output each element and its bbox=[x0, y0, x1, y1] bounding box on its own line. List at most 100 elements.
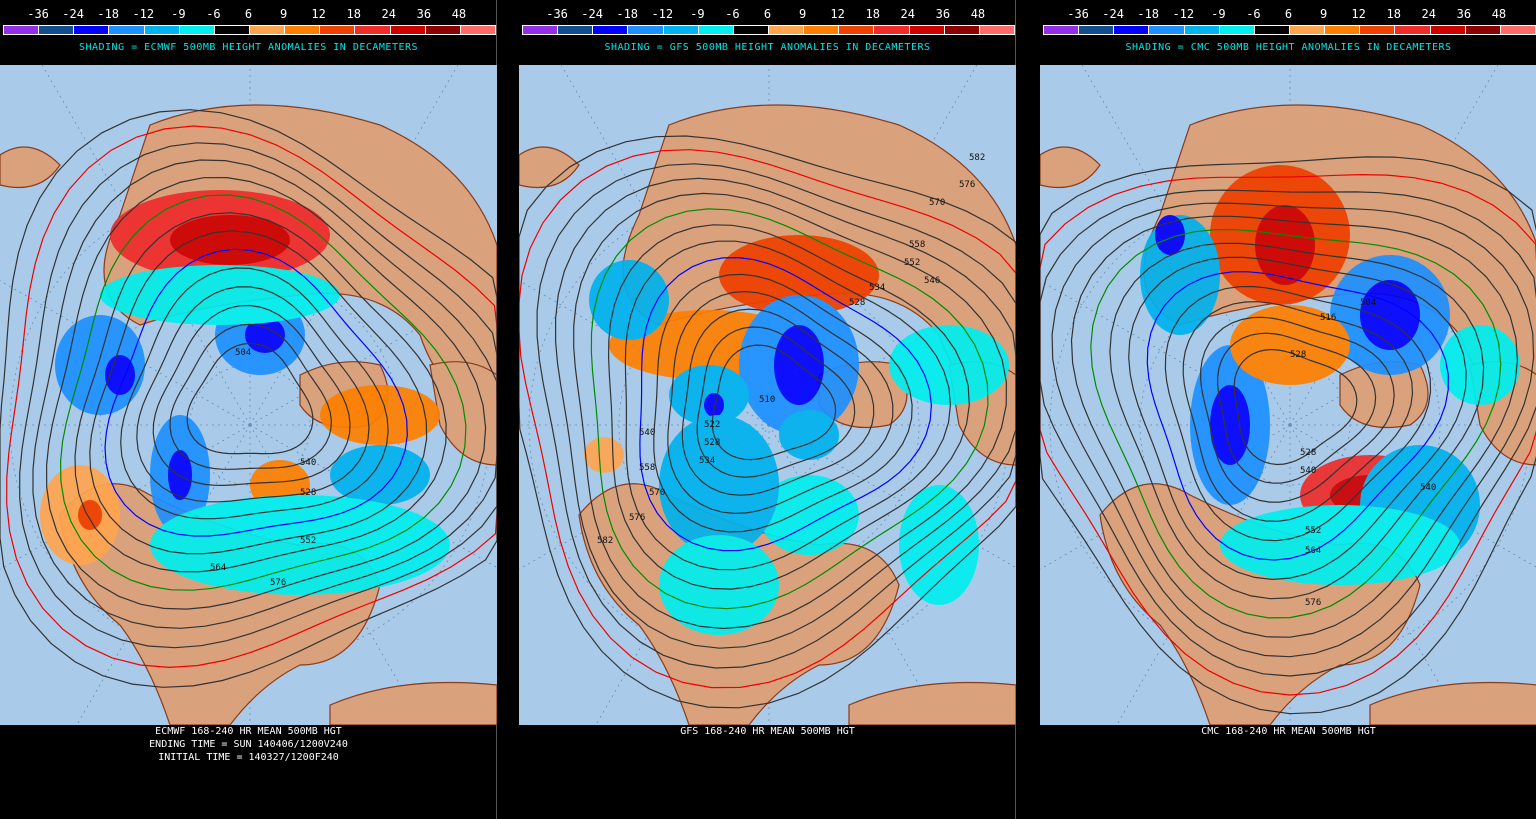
height-contours bbox=[519, 135, 1016, 709]
colorbar-tick: 48 bbox=[970, 7, 986, 21]
caption-line: ECMWF 168-240 HR MEAN 500MB HGT bbox=[155, 726, 342, 737]
height-contours bbox=[1040, 156, 1536, 715]
colorbar-swatch bbox=[179, 26, 215, 34]
colorbar-tick: -6 bbox=[725, 7, 740, 21]
colorbar-swatch bbox=[698, 26, 734, 34]
colorbar-swatch bbox=[144, 26, 180, 34]
shading-title: SHADING = GFS 500MB HEIGHT ANOMALIES IN … bbox=[604, 42, 931, 53]
colorbar-swatch bbox=[768, 26, 805, 34]
colorbar-swatch bbox=[390, 26, 426, 34]
colorbar-swatch bbox=[663, 26, 699, 34]
colorbar-tick: -18 bbox=[616, 7, 639, 21]
colorbar-tick: -12 bbox=[132, 7, 155, 21]
colorbar-tick: -24 bbox=[581, 7, 603, 21]
colorbar-swatch bbox=[4, 26, 40, 34]
contour-label: 558 bbox=[909, 240, 925, 250]
colorbar-tick: 6 bbox=[244, 7, 253, 21]
contour-label: 570 bbox=[929, 198, 945, 208]
colorbar-tick: -24 bbox=[62, 7, 84, 21]
contour-label: 582 bbox=[597, 536, 613, 546]
colorbar-swatch bbox=[1325, 26, 1361, 34]
colorbar-swatch bbox=[1254, 26, 1290, 34]
shading-title: SHADING = CMC 500MB HEIGHT ANOMALIES IN … bbox=[1125, 42, 1452, 53]
map-canvas: 504 540 552 564 576 528 bbox=[0, 65, 497, 725]
colorbar-swatch bbox=[1184, 26, 1220, 34]
colorbar-swatch bbox=[1395, 26, 1431, 34]
colorbar-tick: 18 bbox=[346, 7, 361, 21]
colorbar-swatch bbox=[355, 26, 391, 34]
colorbar-swatch bbox=[593, 26, 629, 34]
contour-labels: 582 570 576 558 552 534 546 528 510 522 528 534 540 5… bbox=[597, 153, 985, 546]
caption-line: CMC 168-240 HR MEAN 500MB HGT bbox=[1201, 726, 1376, 737]
colorbar bbox=[522, 25, 1015, 35]
colorbar-swatch bbox=[425, 26, 461, 34]
colorbar-tick: -9 bbox=[1211, 7, 1226, 21]
colorbar-tick: 18 bbox=[1386, 7, 1401, 21]
colorbar-swatch bbox=[1114, 26, 1150, 34]
colorbar-tick-labels: -36 -24 -18 -12 -9 -6 6 9 12 18 24 36 48 bbox=[1043, 7, 1534, 21]
contour-label: 504 bbox=[235, 348, 251, 358]
colorbar-tick: 6 bbox=[763, 7, 772, 21]
contour-label: 540 bbox=[639, 428, 655, 438]
colorbar-swatch bbox=[285, 26, 321, 34]
height-anomaly-map: 582 570 576 558 552 534 546 528 510 522 528 534 540 5… bbox=[519, 65, 1016, 725]
colorbar-swatch bbox=[249, 26, 286, 34]
colorbar-swatch bbox=[839, 26, 875, 34]
contour-label: 582 bbox=[969, 153, 985, 163]
map-canvas: 528 516 504 528 540 552 564 576 540 bbox=[1040, 65, 1536, 725]
map-caption: CMC 168-240 HR MEAN 500MB HGT bbox=[1040, 725, 1536, 738]
colorbar-tick: -24 bbox=[1102, 7, 1124, 21]
contour-label: 546 bbox=[924, 276, 940, 286]
colorbar-swatch bbox=[804, 26, 840, 34]
map-caption: ECMWF 168-240 HR MEAN 500MB HGT ENDING TI… bbox=[0, 725, 497, 764]
colorbar-tick: 36 bbox=[935, 7, 951, 21]
colorbar-tick: -9 bbox=[171, 7, 186, 21]
colorbar-tick: -36 bbox=[546, 7, 568, 21]
colorbar-swatch bbox=[944, 26, 980, 34]
colorbar-tick: 12 bbox=[830, 7, 845, 21]
colorbar-tick: 9 bbox=[798, 7, 807, 21]
caption-line: ENDING TIME = SUN 140406/1200V240 bbox=[149, 739, 348, 750]
contour-label: 540 bbox=[1300, 466, 1316, 476]
colorbar-swatch bbox=[1465, 26, 1501, 34]
contour-label: 564 bbox=[1305, 546, 1321, 556]
colorbar-swatch bbox=[874, 26, 910, 34]
contour-label: 552 bbox=[904, 258, 920, 268]
colorbar-swatch bbox=[460, 26, 495, 34]
colorbar-tick: 48 bbox=[1491, 7, 1507, 21]
contour-label: 528 bbox=[1300, 448, 1316, 458]
colorbar-tick: 6 bbox=[1284, 7, 1293, 21]
contour-label: 552 bbox=[1305, 526, 1321, 536]
height-contours bbox=[0, 109, 497, 688]
model-panel-cmc: -36 -24 -18 -12 -9 -6 6 9 12 18 24 36 48 SHADING = C… bbox=[1040, 0, 1536, 819]
colorbar-swatch bbox=[733, 26, 769, 34]
colorbar-swatch bbox=[320, 26, 356, 34]
contour-label: 510 bbox=[759, 395, 775, 405]
height-anomaly-map: 504 540 552 564 576 528 bbox=[0, 65, 497, 725]
shading-title: SHADING = ECMWF 500MB HEIGHT ANOMALIES I… bbox=[78, 42, 419, 53]
colorbar-swatch bbox=[523, 26, 559, 34]
caption-line: INITIAL TIME = 140327/1200F240 bbox=[158, 752, 339, 763]
colorbar-swatch bbox=[1219, 26, 1255, 34]
colorbar-tick: -6 bbox=[206, 7, 221, 21]
colorbar-swatch bbox=[1079, 26, 1115, 34]
contour-label: 576 bbox=[959, 180, 975, 190]
colorbar-tick: 9 bbox=[1319, 7, 1328, 21]
contour-label: 576 bbox=[270, 578, 286, 588]
contour-label: 564 bbox=[210, 563, 226, 573]
colorbar-tick: -18 bbox=[1137, 7, 1160, 21]
contour-label: 558 bbox=[639, 463, 655, 473]
map-canvas: 582 570 576 558 552 534 546 528 510 522 528 534 540 5… bbox=[519, 65, 1016, 725]
colorbar-swatch bbox=[1149, 26, 1185, 34]
colorbar-tick: 24 bbox=[1421, 7, 1437, 21]
contour-label: 528 bbox=[300, 488, 316, 498]
colorbar bbox=[1043, 25, 1536, 35]
colorbar-swatch bbox=[1500, 26, 1535, 34]
anomaly-shading bbox=[40, 190, 450, 595]
colorbar-tick: 36 bbox=[416, 7, 432, 21]
colorbar-tick: -6 bbox=[1246, 7, 1261, 21]
height-anomaly-map: 528 516 504 528 540 552 564 576 540 bbox=[1040, 65, 1536, 725]
contour-label: 534 bbox=[699, 456, 715, 466]
colorbar-tick-labels: -36 -24 -18 -12 -9 -6 6 9 12 18 24 36 48 bbox=[522, 7, 1013, 21]
colorbar-tick: -12 bbox=[1172, 7, 1195, 21]
